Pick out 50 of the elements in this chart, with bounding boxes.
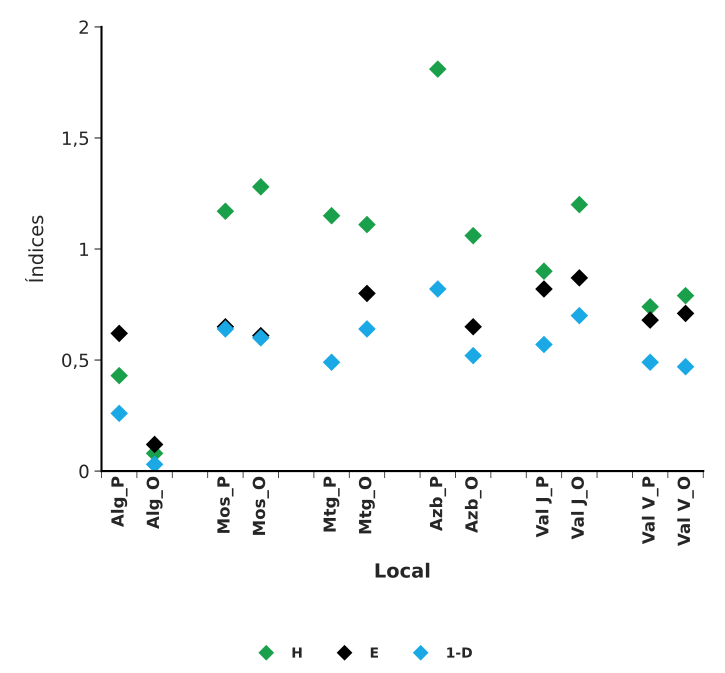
x-tick-label: Alg_P xyxy=(110,476,128,527)
point xyxy=(146,456,164,472)
point xyxy=(676,304,694,322)
point xyxy=(428,60,447,78)
legend-label: 1-D xyxy=(447,647,472,658)
y-tick-label: 1 xyxy=(80,242,88,256)
x-tick-label: Azb_O xyxy=(464,476,482,533)
point xyxy=(535,262,553,280)
point xyxy=(110,324,128,342)
point xyxy=(322,353,340,372)
x-tick-label: Val V_O xyxy=(677,476,694,546)
x-tick-label: Azb_P xyxy=(429,476,446,531)
point xyxy=(146,436,164,454)
x-tick-label: Val J_P xyxy=(536,476,552,538)
point xyxy=(535,280,553,298)
point xyxy=(252,178,270,196)
x-axis-title: Local xyxy=(376,562,430,578)
point xyxy=(464,318,482,336)
point xyxy=(358,284,376,302)
point xyxy=(570,269,588,287)
point xyxy=(570,306,588,324)
y-tick-label: 1,5 xyxy=(62,132,88,147)
point xyxy=(641,353,659,372)
x-tick-label: Mos_P xyxy=(217,476,234,533)
x-tick-label: Val J_O xyxy=(571,476,588,540)
y-axis-title: Índices xyxy=(25,216,44,282)
legend-label: H xyxy=(292,647,302,658)
point xyxy=(676,286,694,304)
y-tick-label: 0 xyxy=(79,464,88,478)
y-tick-label: 0,5 xyxy=(62,354,88,370)
point xyxy=(216,202,234,220)
x-tick-label: Mos_O xyxy=(252,476,269,535)
point xyxy=(535,336,553,354)
point xyxy=(641,311,659,329)
point xyxy=(464,226,482,244)
x-tick-label: Alg_O xyxy=(146,476,163,529)
legend-label: E xyxy=(370,647,378,658)
point xyxy=(676,358,694,376)
point xyxy=(358,320,376,338)
x-tick-label: Val V_P xyxy=(642,476,658,544)
x-tick-label: Mtg_O xyxy=(358,476,376,534)
y-tick-label: 2 xyxy=(80,20,88,34)
x-tick-label: Mtg_P xyxy=(324,476,340,532)
point xyxy=(464,346,482,364)
point xyxy=(358,216,376,234)
point xyxy=(322,206,340,224)
point xyxy=(428,280,447,298)
point xyxy=(110,404,128,422)
point xyxy=(110,366,128,384)
point xyxy=(570,196,588,214)
